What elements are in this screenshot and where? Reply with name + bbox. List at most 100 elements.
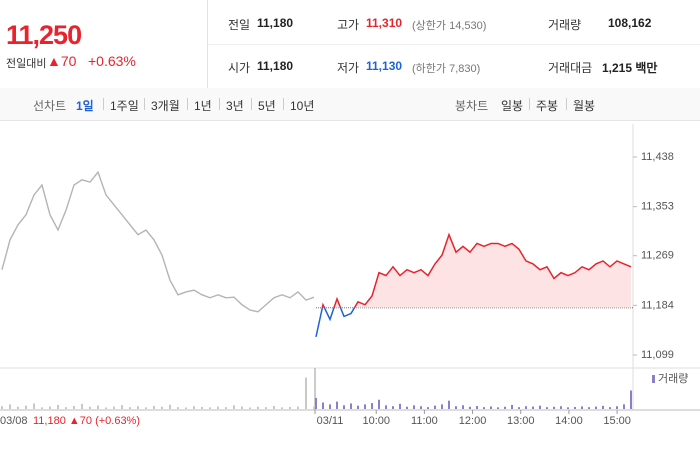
- summary-label: 시가: [228, 61, 251, 75]
- candle-tab[interactable]: 월봉: [573, 99, 596, 113]
- volume-bar: [392, 406, 394, 409]
- volume-bar: [33, 403, 35, 409]
- tab-bar: 선차트 1일 1주일 3개월 1년 3년 5년 10년 봉차트 일봉 주봉 월봉: [0, 88, 700, 121]
- period-tab[interactable]: 1일: [76, 99, 94, 113]
- volume-bar: [113, 406, 115, 409]
- period-tab[interactable]: 10년: [290, 99, 315, 113]
- volume-bar: [121, 405, 123, 409]
- volume-bar: [539, 405, 541, 409]
- summary-value: 11,130: [366, 59, 403, 73]
- y-tick-label: 11,184: [641, 299, 674, 311]
- volume-bar: [225, 407, 227, 409]
- tab-group-label: 선차트: [33, 99, 67, 113]
- x-tick-label: 14:00: [555, 415, 583, 427]
- volume-bar: [371, 403, 373, 409]
- volume-bar: [1, 406, 3, 409]
- volume-bar: [525, 406, 527, 409]
- volume-bar: [129, 407, 131, 409]
- period-tab[interactable]: 1년: [194, 99, 212, 113]
- volume-bar: [169, 404, 171, 409]
- volume-bar: [297, 406, 299, 409]
- volume-bar: [476, 406, 478, 409]
- y-tick-label: 11,438: [641, 151, 674, 163]
- volume-bar: [17, 406, 19, 409]
- volume-bar: [97, 405, 99, 409]
- separator: [566, 98, 567, 110]
- volume-bar: [532, 406, 534, 409]
- summary-note: (상한가 14,530): [412, 20, 487, 32]
- volume-bar: [511, 404, 513, 409]
- volume-bar: [193, 406, 195, 409]
- volume-bar: [257, 406, 259, 409]
- volume-bar: [241, 406, 243, 409]
- volume-bar: [313, 406, 315, 409]
- legend-swatch: [652, 375, 655, 383]
- volume-bar: [9, 404, 11, 409]
- x-tick-label: 10:00: [362, 415, 390, 427]
- x-tick-label: 12:00: [459, 415, 487, 427]
- day-label: 03/11: [317, 415, 344, 427]
- volume-bar: [201, 406, 203, 409]
- volume-bar: [73, 406, 75, 409]
- x-tick-label: 13:00: [507, 415, 535, 427]
- volume-bar: [289, 406, 291, 409]
- volume-bar: [364, 404, 366, 409]
- price-line: [315, 232, 632, 338]
- volume-bar: [385, 405, 387, 409]
- volume-bar: [448, 400, 450, 409]
- separator: [529, 98, 530, 110]
- volume-bar: [49, 406, 51, 409]
- summary-value: 1,215 백만: [602, 61, 658, 75]
- y-tick-label: 11,099: [641, 349, 674, 361]
- summary-label: 고가: [337, 18, 360, 32]
- volume-bar: [185, 407, 187, 409]
- volume-bar: [105, 407, 107, 409]
- volume-bar: [504, 406, 506, 409]
- volume-bar: [455, 406, 457, 409]
- volume-bar: [322, 402, 324, 409]
- volume-bar: [406, 406, 408, 409]
- volume-bar: [427, 407, 429, 409]
- volume-bar: [153, 405, 155, 409]
- volume-bar: [249, 407, 251, 409]
- x-tick-label: 11:00: [411, 415, 438, 427]
- period-tab[interactable]: 3개월: [151, 99, 180, 113]
- volume-bar: [609, 407, 611, 409]
- volume-bar: [41, 407, 43, 409]
- annotation: 11,180 ▲70 (+0.63%): [33, 415, 140, 427]
- summary-value: 11,310: [366, 16, 403, 30]
- volume-bar: [616, 406, 618, 409]
- volume-bar: [315, 397, 317, 409]
- price-line: [1, 170, 315, 313]
- summary-label: 거래대금: [548, 61, 593, 75]
- volume-bar: [588, 407, 590, 409]
- volume-bar: [281, 407, 283, 409]
- volume-bar: [273, 406, 275, 409]
- summary-label: 거래량: [548, 18, 582, 32]
- volume-bar: [462, 405, 464, 409]
- volume-bar: [483, 407, 485, 409]
- candle-tab[interactable]: 주봉: [536, 99, 559, 113]
- separator: [187, 98, 188, 110]
- x-tick-label: 15:00: [603, 415, 631, 427]
- area-fill: [316, 234, 631, 308]
- volume-bar: [65, 407, 67, 409]
- candle-tab[interactable]: 일봉: [501, 99, 524, 113]
- volume-bar: [25, 405, 27, 409]
- separator: [144, 98, 145, 110]
- volume-bar: [581, 406, 583, 409]
- period-tab[interactable]: 5년: [258, 99, 276, 113]
- volume-bar: [469, 406, 471, 409]
- volume-bar: [357, 405, 359, 409]
- summary-label: 저가: [337, 61, 360, 75]
- volume-bar: [137, 406, 139, 409]
- volume-bar: [350, 403, 352, 409]
- volume-bar: [233, 405, 235, 409]
- volume-bar: [574, 406, 576, 409]
- volume-bar: [177, 407, 179, 409]
- y-tick-label: 11,269: [641, 250, 674, 262]
- volume-bar: [567, 407, 569, 409]
- period-tab[interactable]: 3년: [226, 99, 244, 113]
- period-tab[interactable]: 1주일: [110, 99, 139, 113]
- volume-bar: [329, 404, 331, 409]
